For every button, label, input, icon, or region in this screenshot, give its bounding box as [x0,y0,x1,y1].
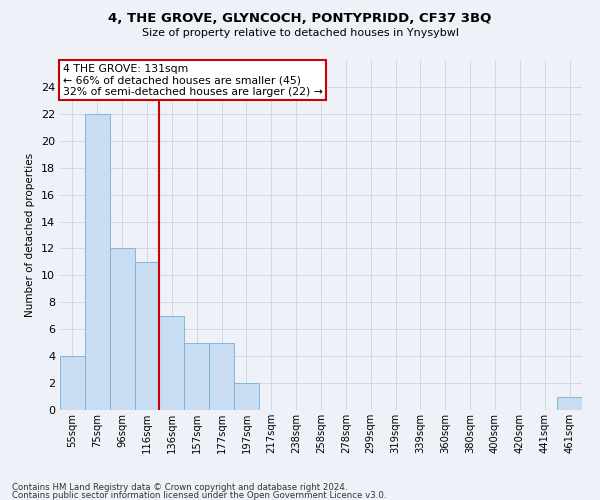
Y-axis label: Number of detached properties: Number of detached properties [25,153,35,317]
Text: 4 THE GROVE: 131sqm
← 66% of detached houses are smaller (45)
32% of semi-detach: 4 THE GROVE: 131sqm ← 66% of detached ho… [62,64,322,96]
Text: Size of property relative to detached houses in Ynysybwl: Size of property relative to detached ho… [142,28,458,38]
Bar [160,316,184,410]
Bar [85,114,110,410]
Bar [134,262,160,410]
Text: Contains public sector information licensed under the Open Government Licence v3: Contains public sector information licen… [12,491,386,500]
Bar [557,396,582,410]
Bar [110,248,134,410]
Bar [234,383,259,410]
Text: Contains HM Land Registry data © Crown copyright and database right 2024.: Contains HM Land Registry data © Crown c… [12,484,347,492]
Bar [184,342,209,410]
Bar [60,356,85,410]
Bar [209,342,234,410]
Text: 4, THE GROVE, GLYNCOCH, PONTYPRIDD, CF37 3BQ: 4, THE GROVE, GLYNCOCH, PONTYPRIDD, CF37… [109,12,491,26]
